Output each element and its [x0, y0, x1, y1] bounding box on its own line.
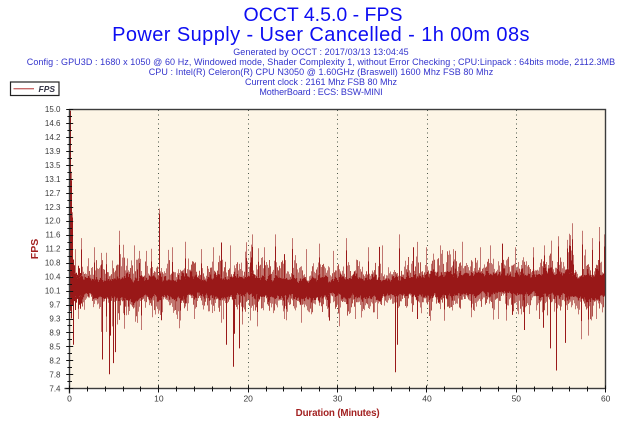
- svg-text:10.4: 10.4: [45, 273, 61, 282]
- svg-text:14.6: 14.6: [45, 119, 61, 128]
- svg-text:14.2: 14.2: [45, 133, 61, 142]
- svg-text:15.0: 15.0: [45, 105, 61, 114]
- svg-text:8.2: 8.2: [49, 357, 61, 366]
- svg-text:8.9: 8.9: [49, 329, 61, 338]
- svg-text:13.9: 13.9: [45, 147, 61, 156]
- svg-text:9.3: 9.3: [49, 315, 61, 324]
- svg-text:13.1: 13.1: [45, 175, 61, 184]
- svg-text:0: 0: [67, 394, 72, 404]
- svg-text:7.8: 7.8: [49, 371, 61, 380]
- svg-text:9.7: 9.7: [49, 301, 61, 310]
- svg-text:10.1: 10.1: [45, 287, 61, 296]
- svg-text:20: 20: [243, 394, 253, 404]
- svg-text:7.4: 7.4: [49, 385, 61, 394]
- svg-text:60: 60: [601, 394, 611, 404]
- svg-text:30: 30: [333, 394, 343, 404]
- svg-text:FPS: FPS: [39, 84, 56, 94]
- svg-text:10: 10: [154, 394, 164, 404]
- svg-text:10.8: 10.8: [45, 259, 61, 268]
- svg-text:11.6: 11.6: [46, 231, 62, 240]
- svg-text:Duration (Minutes): Duration (Minutes): [296, 408, 380, 419]
- svg-text:12.0: 12.0: [45, 217, 61, 226]
- svg-text:12.3: 12.3: [45, 203, 61, 212]
- svg-text:13.5: 13.5: [45, 161, 61, 170]
- svg-text:12.7: 12.7: [45, 189, 61, 198]
- svg-text:FPS: FPS: [29, 239, 41, 259]
- svg-text:11.2: 11.2: [46, 245, 62, 254]
- svg-text:40: 40: [422, 394, 432, 404]
- svg-text:8.5: 8.5: [49, 343, 61, 352]
- svg-text:50: 50: [512, 394, 522, 404]
